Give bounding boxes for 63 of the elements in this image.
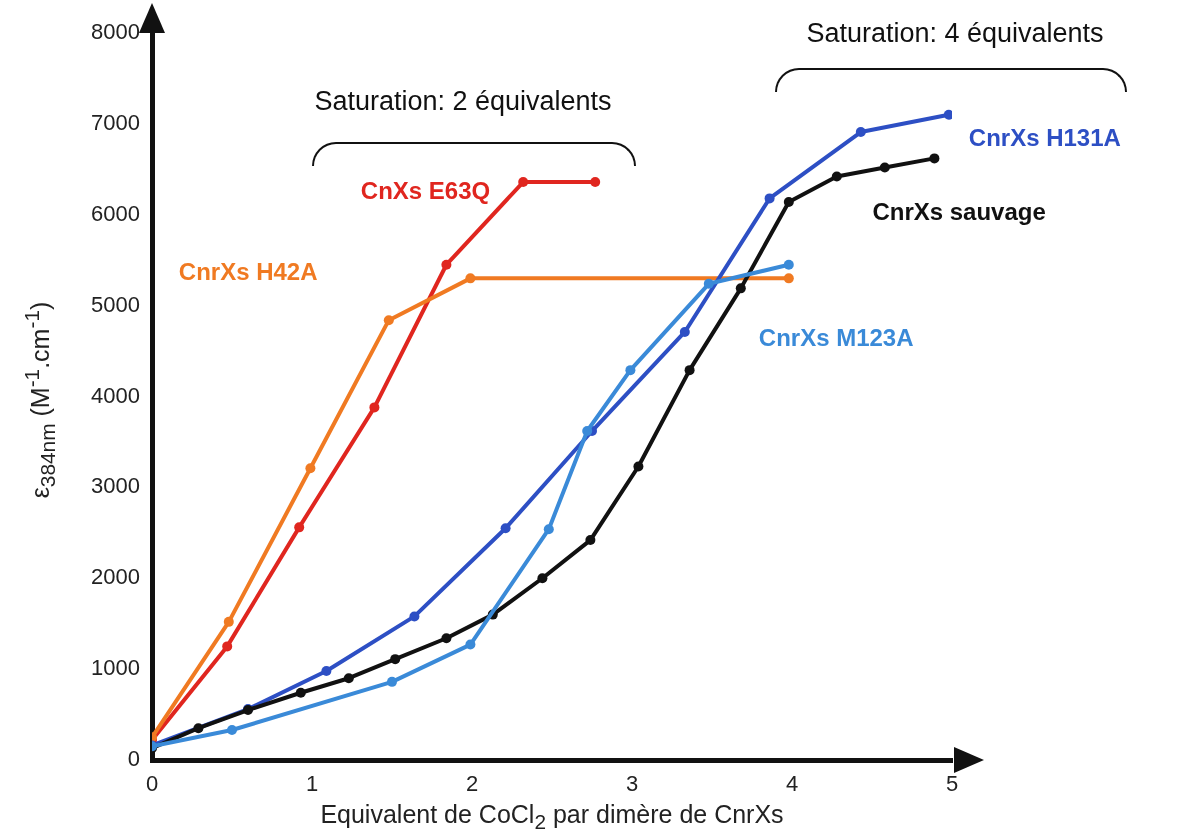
point — [585, 535, 596, 546]
y-tick-label: 0 — [127, 746, 140, 772]
point — [441, 259, 452, 270]
point — [387, 676, 397, 687]
y-tick-label: 8000 — [91, 19, 140, 45]
x-axis-title: Equivalent de CoCl$_{2}$ par dimère de CnrXs — [320, 800, 784, 834]
point — [441, 633, 452, 644]
annotation: Saturation: 2 équivalents — [314, 86, 612, 117]
point — [343, 673, 354, 684]
point — [500, 523, 511, 534]
y-tick-label: 6000 — [91, 200, 140, 226]
point — [321, 665, 332, 676]
point — [409, 611, 420, 622]
point — [305, 463, 316, 474]
point — [855, 127, 866, 138]
point — [590, 177, 601, 188]
point — [879, 162, 890, 173]
point — [223, 616, 234, 627]
x-tick-label: 4 — [785, 771, 799, 797]
text: CnrXs M123A — [758, 324, 914, 352]
series-label: CnrXs H131A — [968, 124, 1121, 152]
series-label: CnXs E63Q — [360, 176, 491, 204]
point — [633, 461, 644, 472]
text: CnrXs H42A — [178, 257, 318, 285]
y-tick-label: 4000 — [91, 382, 140, 408]
point — [518, 177, 529, 188]
point — [582, 426, 593, 437]
point — [390, 654, 401, 665]
point — [783, 259, 794, 270]
point — [764, 193, 775, 204]
point — [537, 573, 548, 584]
point — [294, 522, 305, 533]
point — [465, 273, 476, 284]
point — [625, 365, 636, 376]
y-tick-label: 1000 — [91, 655, 140, 681]
point — [783, 197, 794, 208]
point — [227, 725, 237, 736]
y-tick-label: 7000 — [91, 109, 140, 135]
point — [465, 639, 476, 650]
point — [831, 171, 842, 182]
point — [193, 723, 204, 734]
point — [929, 153, 940, 164]
point — [222, 641, 233, 652]
point — [684, 365, 695, 376]
y-tick-label: 3000 — [91, 473, 140, 499]
annotation: Saturation: 4 équivalents — [806, 18, 1104, 49]
point — [383, 315, 394, 326]
y-tick-label: 5000 — [91, 291, 140, 317]
point — [943, 109, 952, 120]
point — [369, 402, 380, 413]
series-label: CnrXs sauvage — [872, 198, 1046, 226]
x-tick-label: 2 — [465, 771, 479, 797]
x-tick-label: 1 — [305, 771, 319, 797]
point — [735, 283, 746, 294]
x-tick-label: 0 — [145, 771, 159, 797]
x-tick-label: 5 — [945, 771, 959, 797]
point — [783, 273, 794, 284]
point — [703, 278, 714, 289]
point — [543, 524, 554, 535]
y-tick-label: 2000 — [91, 564, 140, 590]
point — [679, 326, 690, 337]
x-tick-label: 3 — [625, 771, 639, 797]
point — [295, 687, 306, 698]
